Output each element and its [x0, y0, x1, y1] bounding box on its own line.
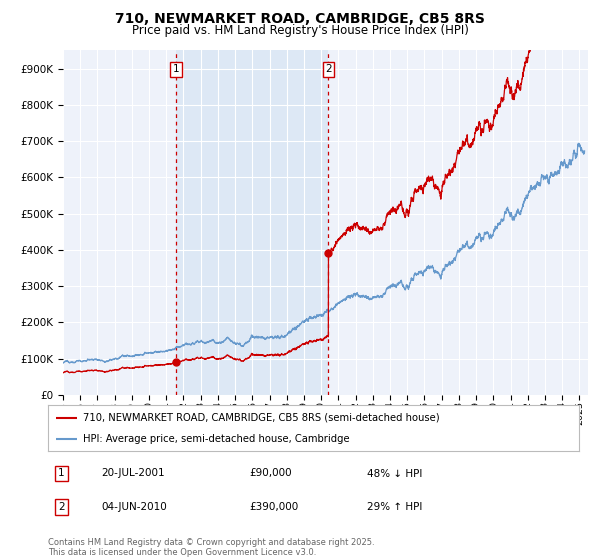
- Text: 1: 1: [58, 469, 65, 478]
- Text: 20-JUL-2001: 20-JUL-2001: [101, 469, 165, 478]
- Text: 29% ↑ HPI: 29% ↑ HPI: [367, 502, 422, 512]
- Text: 2: 2: [325, 64, 332, 74]
- Text: Contains HM Land Registry data © Crown copyright and database right 2025.
This d: Contains HM Land Registry data © Crown c…: [48, 538, 374, 557]
- Text: 1: 1: [172, 64, 179, 74]
- Text: 710, NEWMARKET ROAD, CAMBRIDGE, CB5 8RS (semi-detached house): 710, NEWMARKET ROAD, CAMBRIDGE, CB5 8RS …: [83, 413, 439, 423]
- Text: Price paid vs. HM Land Registry's House Price Index (HPI): Price paid vs. HM Land Registry's House …: [131, 24, 469, 36]
- Text: 710, NEWMARKET ROAD, CAMBRIDGE, CB5 8RS: 710, NEWMARKET ROAD, CAMBRIDGE, CB5 8RS: [115, 12, 485, 26]
- Text: HPI: Average price, semi-detached house, Cambridge: HPI: Average price, semi-detached house,…: [83, 434, 349, 444]
- Text: 48% ↓ HPI: 48% ↓ HPI: [367, 469, 422, 478]
- Text: £90,000: £90,000: [250, 469, 292, 478]
- Text: £390,000: £390,000: [250, 502, 299, 512]
- Text: 04-JUN-2010: 04-JUN-2010: [101, 502, 167, 512]
- Bar: [176, 50, 328, 395]
- Text: 2: 2: [58, 502, 65, 512]
